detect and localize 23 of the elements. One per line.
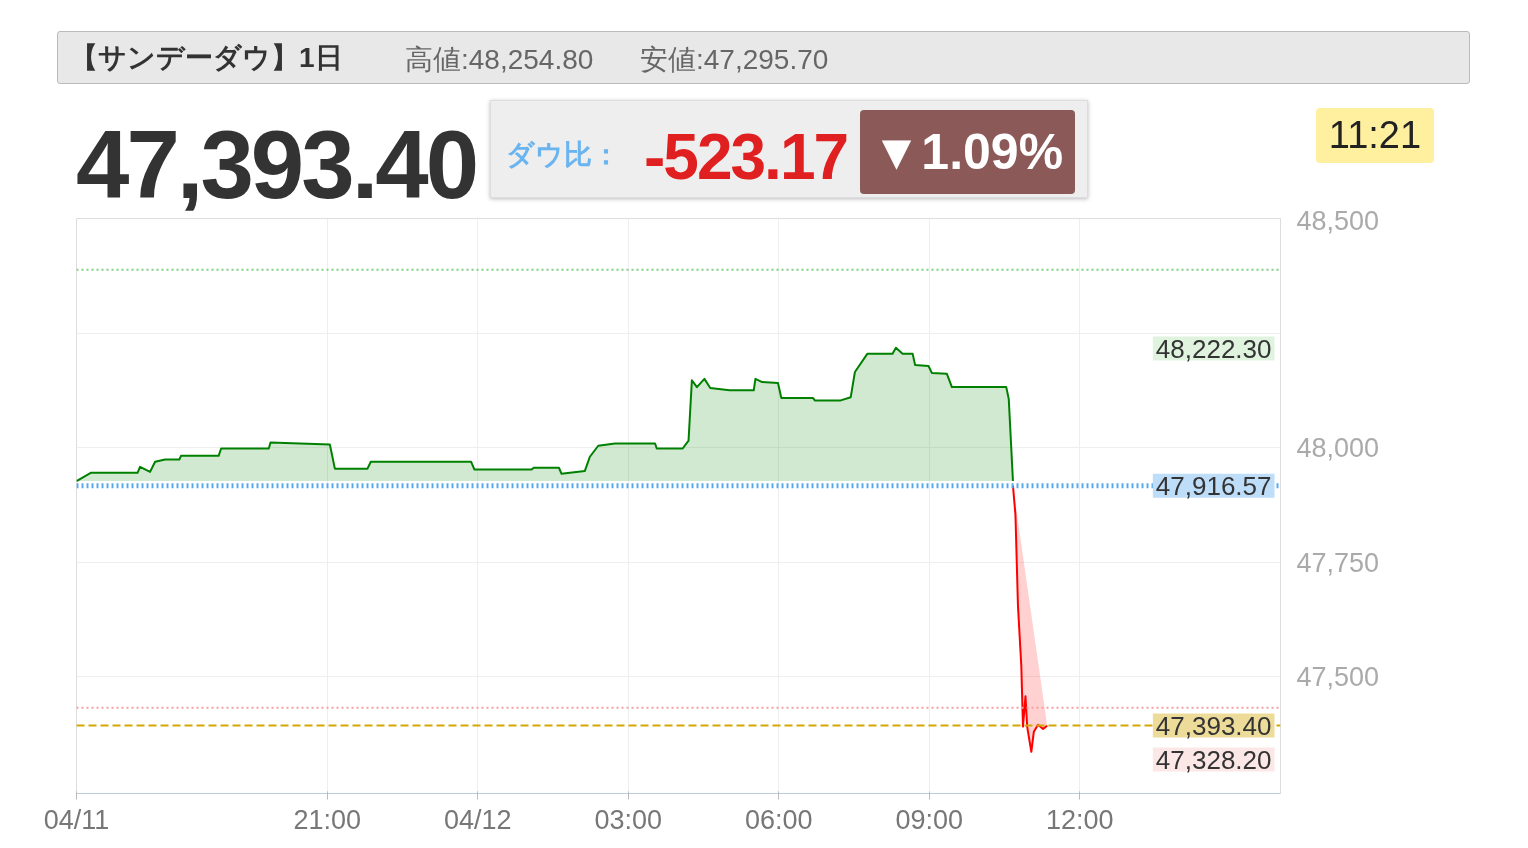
text: 安値:47,295.70 [640, 43, 829, 77]
text: -523.17 [644, 120, 848, 195]
x-tick-label: 03:00 [594, 804, 663, 835]
x-tick-label: 21:00 [293, 804, 362, 835]
text: 高値:48,254.80 [405, 43, 594, 77]
x-tick-label: 04/11 [43, 804, 110, 835]
y-tick-label: 47,750 [1296, 547, 1380, 578]
annotation: 48,222.30 [1155, 333, 1272, 364]
annotation: 47,328.20 [1155, 744, 1272, 775]
y-tick-label: 48,500 [1296, 205, 1380, 236]
ref-line-label: 47,393.40 [1155, 710, 1272, 741]
x-tick-label: 12:00 [1046, 804, 1114, 835]
x-tick-label: 04/12 [444, 804, 512, 835]
x-tick-label: 06:00 [745, 804, 813, 835]
ref-line-label: 47,916.57 [1155, 470, 1272, 501]
y-tick-label: 47,500 [1296, 662, 1380, 693]
text: 47,393.40 [76, 110, 477, 220]
text: 11:21 [1316, 108, 1434, 163]
y-tick-label: 48,000 [1296, 433, 1380, 464]
text: ▼1.09% [860, 110, 1075, 194]
text: ダウ比： [506, 138, 620, 172]
x-tick-label: 09:00 [895, 804, 964, 835]
text: 【サンデーダウ】1日 [70, 41, 343, 75]
